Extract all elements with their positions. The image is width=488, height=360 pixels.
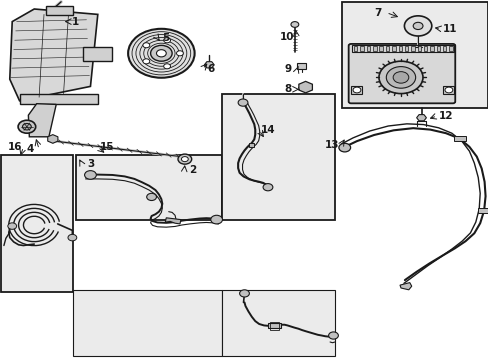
Circle shape [181,157,188,162]
Circle shape [8,223,17,229]
Circle shape [290,22,298,27]
Text: 1: 1 [72,17,79,27]
Bar [385,46,388,51]
Circle shape [150,45,172,61]
Circle shape [338,143,350,152]
Bar [73,290,222,356]
Text: 14: 14 [260,125,275,135]
Circle shape [142,59,149,64]
Bar [297,63,305,69]
Bar [249,143,254,147]
Bar [222,94,334,220]
Bar [477,208,488,213]
Text: 13: 13 [325,140,339,150]
Text: 2: 2 [189,165,196,175]
Bar [267,323,281,328]
Bar [372,46,376,51]
Circle shape [84,171,96,179]
Circle shape [178,154,191,164]
Bar [417,46,420,51]
Bar [269,322,279,330]
Bar [391,46,395,51]
Bar [46,6,73,15]
Bar [83,47,112,61]
Polygon shape [48,135,58,143]
Circle shape [176,51,183,56]
Bar [379,46,382,51]
Bar [76,155,222,220]
Polygon shape [399,283,411,290]
Bar [20,94,98,104]
Bar [448,46,452,51]
Circle shape [156,50,166,57]
Bar [442,86,453,94]
Bar [366,46,369,51]
Text: 6: 6 [207,64,214,74]
Bar [423,46,427,51]
Circle shape [263,184,272,191]
Text: 5: 5 [163,33,169,43]
Circle shape [404,16,431,36]
Text: 11: 11 [442,24,456,34]
Text: 7: 7 [373,8,381,18]
Bar [360,46,363,51]
Bar [342,2,487,108]
Text: 10: 10 [280,32,294,42]
FancyBboxPatch shape [348,44,454,103]
Circle shape [444,87,452,93]
Circle shape [378,61,422,94]
Polygon shape [10,9,98,101]
Circle shape [392,72,408,83]
Text: 4: 4 [26,144,34,154]
Text: 9: 9 [285,64,291,74]
Polygon shape [165,218,181,224]
Bar [404,46,407,51]
Circle shape [412,22,422,30]
Text: 3: 3 [87,159,94,169]
Circle shape [352,87,360,93]
Circle shape [163,38,170,43]
Circle shape [239,290,249,297]
Bar [351,45,453,52]
Bar [429,46,433,51]
Bar [353,46,357,51]
Circle shape [328,332,338,339]
Text: 8: 8 [284,84,290,94]
Polygon shape [416,114,426,121]
Polygon shape [28,104,56,137]
Bar [398,46,401,51]
Circle shape [18,120,36,133]
Circle shape [128,29,194,78]
Bar [442,46,446,51]
Bar [410,46,414,51]
Circle shape [163,64,170,69]
Circle shape [238,99,247,106]
Text: 12: 12 [438,111,452,121]
Circle shape [386,67,415,88]
Circle shape [68,234,77,241]
Circle shape [22,123,31,130]
Polygon shape [298,81,312,93]
Polygon shape [204,62,214,68]
Bar [350,86,361,94]
Circle shape [146,193,156,201]
Text: 16: 16 [7,142,22,152]
Circle shape [142,43,149,48]
Bar [222,290,334,356]
Bar [1,155,73,292]
Bar [436,46,439,51]
Text: 15: 15 [99,142,114,152]
Bar [453,136,465,141]
Circle shape [210,215,222,224]
